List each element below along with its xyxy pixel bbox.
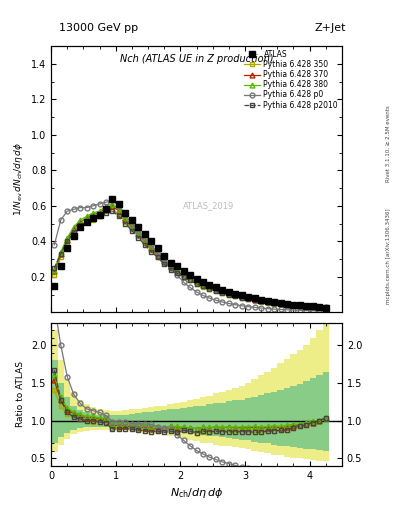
Text: ATLAS_2019: ATLAS_2019 (182, 201, 234, 210)
Text: Z+Jet: Z+Jet (314, 23, 346, 33)
Legend: ATLAS, Pythia 6.428 350, Pythia 6.428 370, Pythia 6.428 380, Pythia 6.428 p0, Py: ATLAS, Pythia 6.428 350, Pythia 6.428 37… (242, 48, 340, 111)
Text: mcplots.cern.ch [arXiv:1306.3436]: mcplots.cern.ch [arXiv:1306.3436] (386, 208, 391, 304)
Text: Nch (ATLAS UE in Z production): Nch (ATLAS UE in Z production) (120, 54, 273, 64)
Text: Rivet 3.1.10, ≥ 2.5M events: Rivet 3.1.10, ≥ 2.5M events (386, 105, 391, 182)
Text: 13000 GeV pp: 13000 GeV pp (59, 23, 138, 33)
Y-axis label: $1/N_\mathrm{ev}\,dN_\mathrm{ch}/d\eta\,d\phi$: $1/N_\mathrm{ev}\,dN_\mathrm{ch}/d\eta\,… (12, 142, 25, 216)
Y-axis label: Ratio to ATLAS: Ratio to ATLAS (16, 361, 25, 427)
X-axis label: $N_\mathrm{ch}/d\eta\,d\phi$: $N_\mathrm{ch}/d\eta\,d\phi$ (170, 486, 223, 500)
